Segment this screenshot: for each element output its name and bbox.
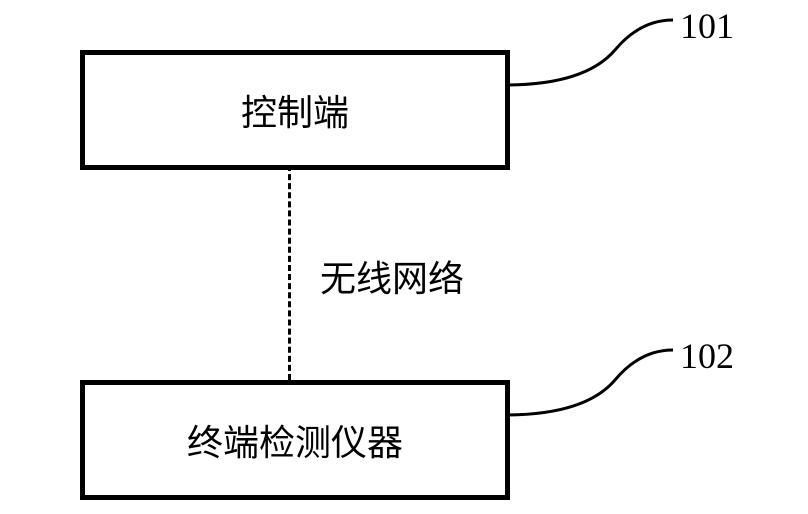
diagram-canvas: 控制端 101 无线网络 终端检测仪器 102 <box>0 0 808 514</box>
ref-label-102: 102 <box>680 335 734 377</box>
control-terminal-box: 控制端 <box>80 50 510 170</box>
ref-label-101: 101 <box>680 5 734 47</box>
wireless-connector-label: 无线网络 <box>320 250 464 302</box>
terminal-detection-box: 终端检测仪器 <box>80 380 510 500</box>
control-terminal-label: 控制端 <box>241 84 349 136</box>
wireless-connector-line <box>288 165 291 380</box>
leader-line-102 <box>505 345 675 420</box>
terminal-detection-label: 终端检测仪器 <box>187 414 403 466</box>
leader-line-101 <box>505 15 675 90</box>
